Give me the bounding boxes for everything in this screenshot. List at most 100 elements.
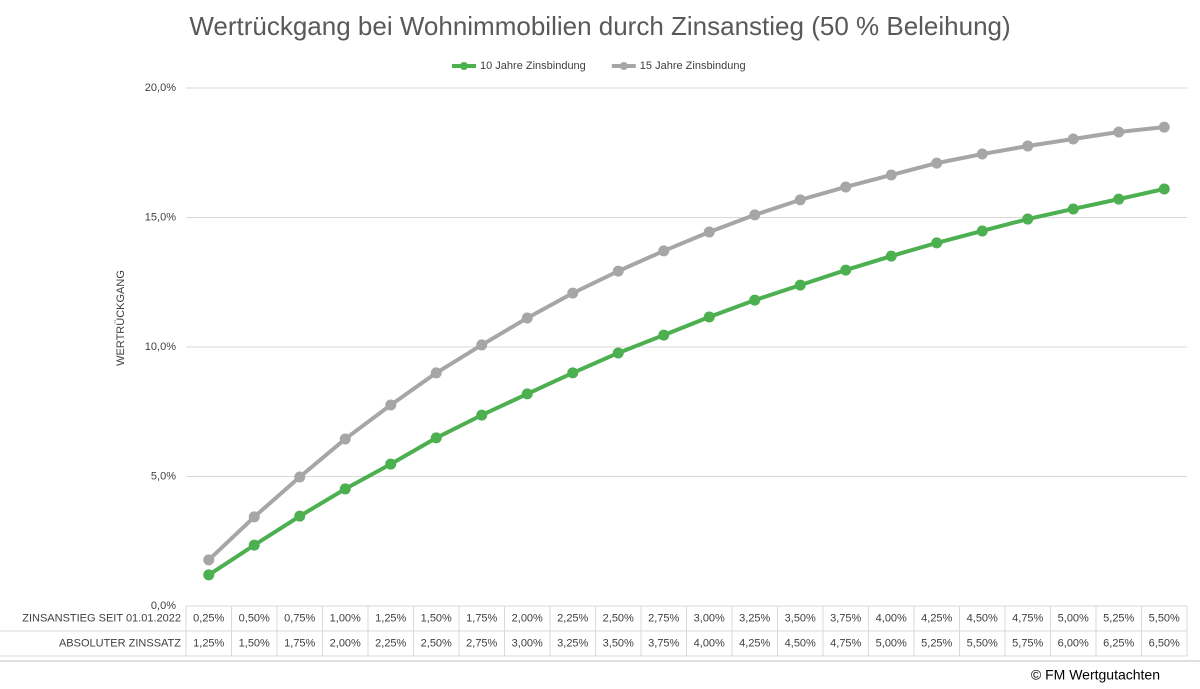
x-tick-label: 1,50% bbox=[421, 612, 452, 624]
data-point bbox=[1113, 126, 1125, 138]
x-tick-label: 3,75% bbox=[830, 612, 861, 624]
x-tick-label: 5,50% bbox=[967, 637, 998, 649]
y-tick-label: 5,0% bbox=[151, 470, 176, 482]
y-tick-label: 20,0% bbox=[145, 82, 176, 94]
legend-label: 15 Jahre Zinsbindung bbox=[640, 60, 746, 72]
x-tick-label: 0,50% bbox=[239, 612, 270, 624]
chart-title: Wertrückgang bei Wohnimmobilien durch Zi… bbox=[189, 11, 1010, 41]
x-tick-label: 1,00% bbox=[330, 612, 361, 624]
x-tick-label: 4,50% bbox=[967, 612, 998, 624]
x-tick-label: 5,00% bbox=[876, 637, 907, 649]
x-tick-label: 0,25% bbox=[193, 612, 224, 624]
legend-swatch bbox=[619, 62, 628, 70]
data-point bbox=[658, 245, 670, 257]
x-tick-label: 3,00% bbox=[694, 612, 725, 624]
x-tick-label: 5,50% bbox=[1149, 612, 1180, 624]
data-point bbox=[1022, 140, 1034, 152]
x-tick-label: 0,75% bbox=[284, 612, 315, 624]
x-tick-label: 5,75% bbox=[1012, 637, 1043, 649]
data-point bbox=[430, 432, 442, 444]
x-tick-label: 2,25% bbox=[375, 637, 406, 649]
data-point bbox=[385, 458, 397, 470]
data-point bbox=[248, 539, 260, 551]
data-point bbox=[703, 226, 715, 238]
data-point bbox=[203, 569, 215, 581]
data-point bbox=[931, 237, 943, 249]
x-tick-label: 4,25% bbox=[921, 612, 952, 624]
data-point bbox=[1067, 133, 1079, 145]
legend-swatch bbox=[460, 62, 468, 70]
data-point bbox=[840, 181, 852, 193]
y-tick-label: 0,0% bbox=[151, 600, 176, 612]
x-tick-label: 6,00% bbox=[1058, 637, 1089, 649]
data-point bbox=[294, 471, 306, 483]
data-point bbox=[840, 264, 852, 276]
data-point bbox=[794, 279, 806, 291]
x-tick-label: 4,50% bbox=[785, 637, 816, 649]
y-axis-label: WERTRÜCKGANG bbox=[115, 270, 127, 366]
x-tick-label: 2,75% bbox=[648, 612, 679, 624]
series-line bbox=[207, 125, 1165, 562]
data-point bbox=[885, 250, 897, 262]
x-tick-label: 6,50% bbox=[1149, 637, 1180, 649]
x-tick-label: 2,25% bbox=[557, 612, 588, 624]
x-tick-label: 3,50% bbox=[603, 637, 634, 649]
data-point bbox=[1158, 121, 1170, 133]
data-point bbox=[612, 347, 624, 359]
x-tick-label: 5,25% bbox=[1103, 612, 1134, 624]
data-point bbox=[931, 157, 943, 169]
x-tick-label: 2,75% bbox=[466, 637, 497, 649]
y-tick-label: 15,0% bbox=[145, 211, 176, 223]
data-point bbox=[567, 287, 579, 299]
footer: © FM Wertgutachten bbox=[1031, 667, 1160, 683]
x-tick-label: 2,00% bbox=[330, 637, 361, 649]
x-tick-label: 4,00% bbox=[694, 637, 725, 649]
data-point bbox=[1022, 213, 1034, 225]
data-point bbox=[976, 148, 988, 160]
x-tick-label: 3,25% bbox=[739, 612, 770, 624]
x-tick-label: 1,75% bbox=[284, 637, 315, 649]
data-point bbox=[294, 510, 306, 522]
x-tick-label: 5,00% bbox=[1058, 612, 1089, 624]
x-tick-label: 5,25% bbox=[921, 637, 952, 649]
data-point bbox=[567, 367, 579, 379]
y-tick-label: 10,0% bbox=[145, 341, 176, 353]
data-point bbox=[203, 554, 215, 566]
x-tick-label: 6,25% bbox=[1103, 637, 1134, 649]
data-point bbox=[976, 225, 988, 237]
x-tick-label: 2,50% bbox=[603, 612, 634, 624]
data-point bbox=[521, 312, 533, 324]
data-point bbox=[430, 367, 442, 379]
data-point bbox=[703, 311, 715, 323]
x-tick-label: 1,75% bbox=[466, 612, 497, 624]
x-tick-label: 1,50% bbox=[239, 637, 270, 649]
x-tick-label: 4,25% bbox=[739, 637, 770, 649]
data-point bbox=[612, 265, 624, 277]
x-tick-label: 3,25% bbox=[557, 637, 588, 649]
data-point bbox=[339, 433, 351, 445]
x-tick-label: 2,00% bbox=[512, 612, 543, 624]
series-line bbox=[207, 187, 1165, 577]
x-tick-label: 3,50% bbox=[785, 612, 816, 624]
data-point bbox=[1158, 183, 1170, 195]
x-tick-label: 4,75% bbox=[830, 637, 861, 649]
category-row-name: ABSOLUTER ZINSSATZ bbox=[59, 637, 181, 649]
category-row-name: ZINSANSTIEG SEIT 01.01.2022 bbox=[22, 612, 181, 624]
data-point bbox=[749, 294, 761, 306]
data-point bbox=[1113, 193, 1125, 205]
data-point bbox=[658, 329, 670, 341]
x-tick-label: 2,50% bbox=[421, 637, 452, 649]
data-point bbox=[1067, 203, 1079, 215]
data-point bbox=[794, 194, 806, 206]
data-point bbox=[885, 169, 897, 181]
data-point bbox=[476, 409, 488, 421]
x-tick-label: 3,00% bbox=[512, 637, 543, 649]
data-point bbox=[385, 399, 397, 411]
x-tick-label: 3,75% bbox=[648, 637, 679, 649]
x-tick-label: 1,25% bbox=[193, 637, 224, 649]
x-tick-label: 1,25% bbox=[375, 612, 406, 624]
x-tick-label: 4,00% bbox=[876, 612, 907, 624]
data-point bbox=[521, 388, 533, 400]
data-point bbox=[476, 339, 488, 351]
